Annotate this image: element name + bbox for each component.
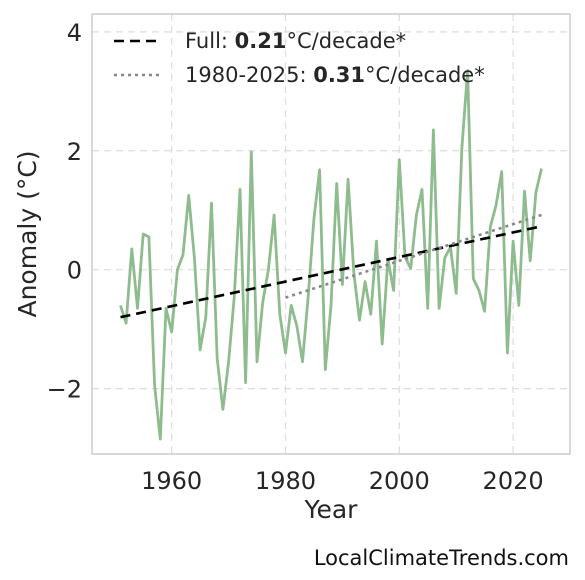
y-tick-label: −2 bbox=[47, 376, 82, 404]
full-trend-line bbox=[120, 225, 542, 319]
x-tick-label: 1980 bbox=[255, 467, 316, 495]
y-tick-label: 2 bbox=[67, 138, 82, 166]
plot-frame bbox=[91, 13, 571, 455]
y-tick-label: 0 bbox=[67, 257, 82, 285]
tick-labels: 1960 1980 2000 2020 −2 0 2 4 bbox=[47, 19, 544, 495]
anomaly-series-line bbox=[119, 69, 543, 441]
y-tick-label: 4 bbox=[67, 19, 82, 47]
x-tick-label: 1960 bbox=[141, 467, 202, 495]
site-credit: LocalClimateTrends.com bbox=[313, 546, 569, 570]
legend-entry-label: Full: 0.21°C/decade* bbox=[185, 29, 406, 53]
grid bbox=[92, 14, 570, 454]
legend-entry-label: 1980-2025: 0.31°C/decade* bbox=[185, 63, 485, 87]
recent-trend-line bbox=[285, 213, 542, 299]
x-tick-label: 2000 bbox=[369, 467, 430, 495]
y-axis-label: Anomaly (°C) bbox=[13, 150, 42, 317]
legend: Full: 0.21°C/decade* 1980-2025: 0.31°C/de… bbox=[114, 29, 485, 87]
series-layer bbox=[119, 69, 543, 441]
x-tick-label: 2020 bbox=[483, 467, 544, 495]
x-axis-label: Year bbox=[304, 495, 359, 524]
